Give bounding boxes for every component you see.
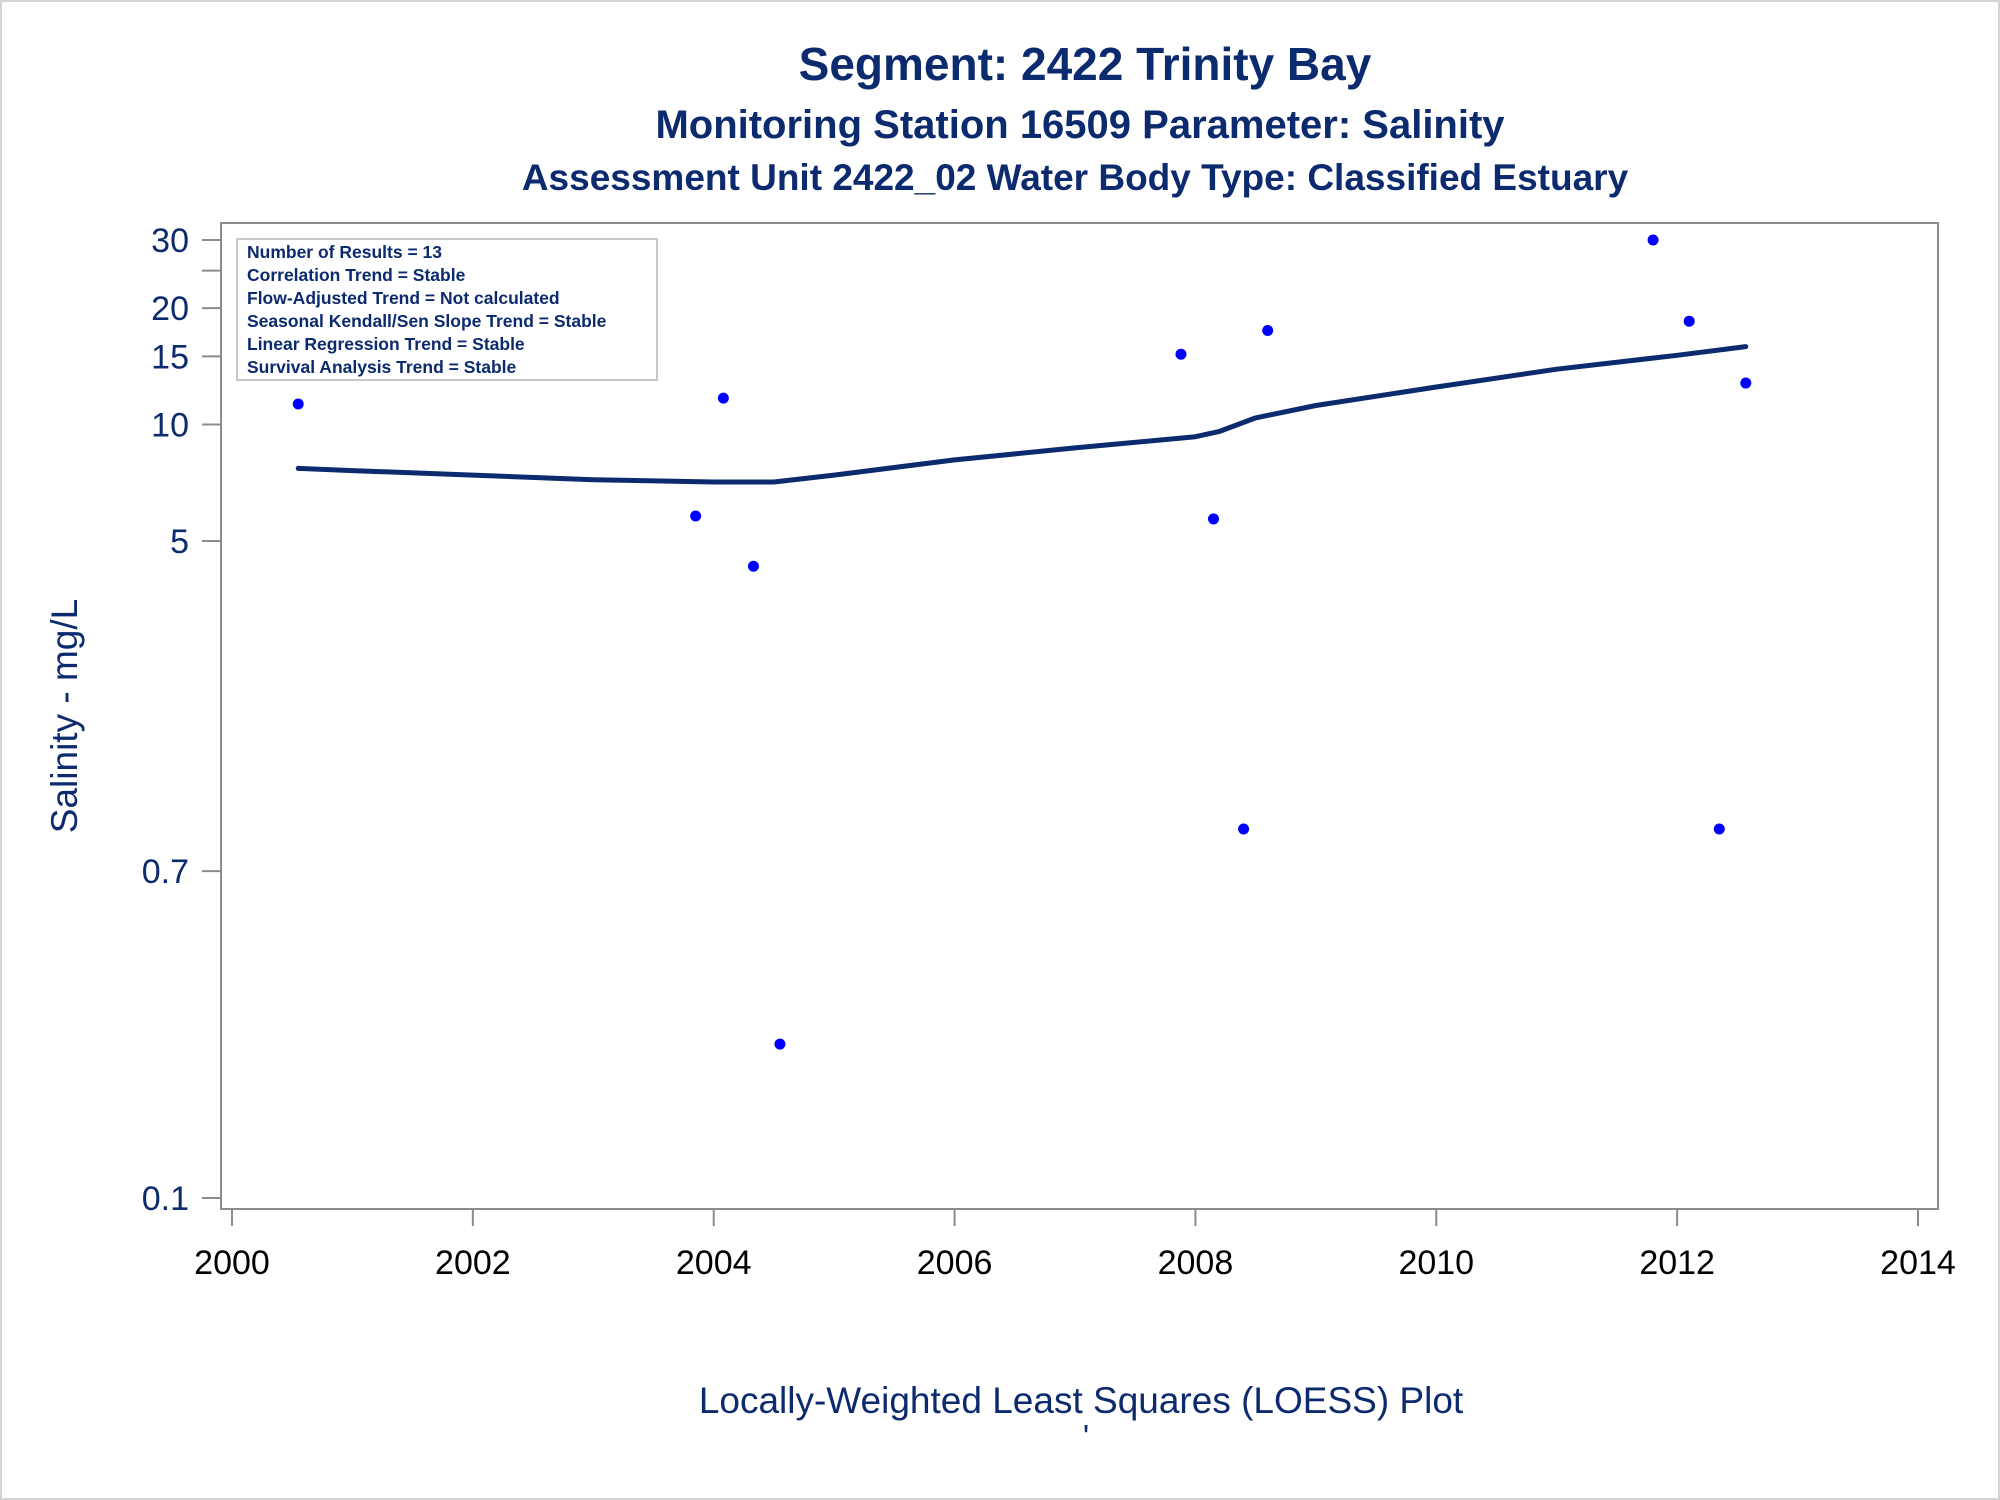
inset-line-survival-analysis: Survival Analysis Trend = Stable [247, 357, 517, 377]
chart-subtitle: Monitoring Station 16509 Parameter: Sali… [655, 103, 1505, 147]
x-tick-label: 2004 [676, 1244, 752, 1282]
data-point [747, 560, 759, 572]
y-axis: 0.1 0.7 5 10 15 20 30 [142, 222, 221, 1218]
y-tick-label: 15 [151, 338, 189, 376]
inset-line-linear-regression: Linear Regression Trend = Stable [247, 334, 525, 354]
data-point [774, 1038, 786, 1050]
data-point [1647, 234, 1659, 246]
footnote-mark: ' [1083, 1418, 1089, 1455]
x-tick-label: 2000 [194, 1244, 270, 1282]
data-point [1207, 513, 1219, 525]
inset-line-seasonal-kendall: Seasonal Kendall/Sen Slope Trend = Stabl… [247, 311, 607, 331]
data-point [1740, 377, 1752, 389]
loess-layer [295, 344, 1749, 485]
data-point [292, 398, 304, 410]
y-tick-label: 20 [151, 290, 189, 328]
inset-box: Number of Results = 13 Correlation Trend… [236, 238, 658, 381]
x-tick-label: 2010 [1398, 1244, 1474, 1282]
data-point [717, 392, 729, 404]
chart-title: Segment: 2422 Trinity Bay [799, 38, 1372, 90]
data-point [1713, 823, 1725, 835]
data-point [1175, 348, 1187, 360]
y-tick-label: 0.7 [142, 853, 189, 891]
x-tick-label: 2002 [435, 1244, 511, 1282]
y-tick-label: 30 [151, 222, 189, 260]
y-axis-label: Salinity - mg/L [44, 599, 85, 833]
x-tick-label: 2014 [1880, 1244, 1956, 1282]
plot-frame [220, 222, 1939, 1210]
inset-line-results: Number of Results = 13 [247, 242, 442, 262]
data-point [1262, 325, 1274, 337]
chart-subtitle-2: Assessment Unit 2422_02 Water Body Type:… [522, 157, 1629, 198]
x-axis: 2000 2002 2004 2006 2008 2010 2012 2014 [194, 1209, 1956, 1282]
y-tick-label: 0.1 [142, 1180, 189, 1218]
data-point [1238, 823, 1250, 835]
data-point [690, 510, 702, 522]
inset-border [236, 238, 658, 381]
points-layer [292, 234, 1752, 1050]
x-tick-label: 2008 [1158, 1244, 1234, 1282]
x-tick-label: 2006 [917, 1244, 993, 1282]
inset-line-flow-adjusted: Flow-Adjusted Trend = Not calculated [247, 288, 560, 308]
x-tick-label: 2012 [1639, 1244, 1715, 1282]
y-tick-label: 10 [151, 407, 189, 445]
y-tick-label: 5 [170, 523, 189, 561]
x-axis-label: Locally-Weighted Least Squares (LOESS) P… [699, 1380, 1464, 1421]
data-point [1683, 315, 1695, 327]
inset-line-correlation: Correlation Trend = Stable [247, 265, 466, 285]
loess-line [295, 344, 1749, 485]
